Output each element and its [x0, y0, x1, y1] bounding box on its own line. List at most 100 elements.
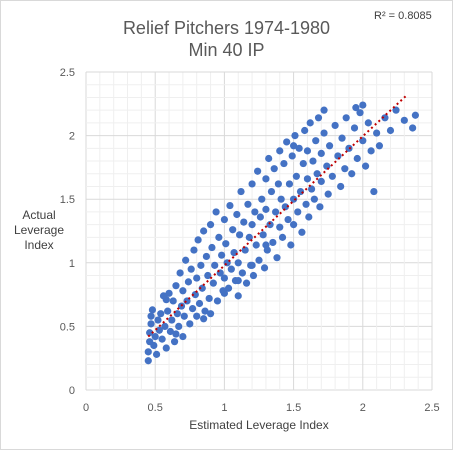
- data-point: [169, 297, 177, 305]
- data-point: [276, 223, 284, 231]
- data-point: [381, 114, 389, 122]
- x-tick-label: 1.5: [286, 402, 301, 414]
- data-point: [244, 200, 252, 208]
- data-point: [184, 278, 193, 286]
- data-point: [375, 142, 384, 150]
- data-point: [288, 152, 296, 160]
- data-point: [233, 210, 241, 219]
- data-point: [158, 335, 166, 343]
- y-tick-label: 1.5: [60, 194, 75, 206]
- data-point: [205, 294, 213, 303]
- data-point: [256, 213, 264, 221]
- data-point: [218, 251, 226, 259]
- y-tick-label: 2.5: [60, 67, 75, 79]
- data-point: [234, 277, 242, 285]
- data-point: [198, 284, 206, 292]
- y-tick-label: 0.5: [60, 321, 75, 333]
- data-point: [202, 252, 211, 261]
- data-point: [195, 299, 204, 308]
- data-point: [249, 271, 258, 280]
- data-point: [367, 147, 375, 155]
- data-point: [164, 307, 172, 315]
- data-point: [229, 226, 237, 234]
- data-point: [352, 104, 360, 112]
- data-point: [168, 316, 176, 324]
- data-point: [277, 195, 285, 203]
- data-point: [302, 200, 310, 208]
- data-point: [361, 162, 370, 170]
- data-point: [176, 269, 184, 277]
- y-axis-label: Actual Leverage Index: [6, 208, 72, 253]
- data-point: [179, 287, 187, 295]
- data-point: [152, 350, 161, 358]
- data-point: [187, 265, 195, 273]
- data-point: [240, 218, 248, 226]
- data-point: [146, 329, 154, 337]
- y-axis-label-line-1: Actual: [22, 208, 56, 222]
- data-point: [258, 195, 266, 203]
- data-point: [227, 265, 235, 273]
- data-point: [337, 182, 345, 191]
- r-squared-annotation: R² = 0.8085: [374, 10, 432, 22]
- data-point: [364, 119, 372, 127]
- y-tick-label: 0: [69, 385, 75, 397]
- data-point: [190, 246, 198, 254]
- data-point: [291, 132, 299, 140]
- data-point: [273, 254, 281, 262]
- data-point: [370, 187, 378, 196]
- trendline: [147, 94, 408, 338]
- data-point: [193, 312, 201, 320]
- data-point: [313, 170, 321, 178]
- data-point: [251, 208, 259, 216]
- data-point: [299, 159, 307, 168]
- data-point: [151, 332, 159, 341]
- data-point: [150, 341, 158, 350]
- data-point: [331, 121, 339, 130]
- data-point: [341, 165, 349, 173]
- x-tick-label: 0.5: [148, 402, 163, 414]
- data-point: [314, 114, 323, 122]
- data-point: [245, 233, 253, 241]
- data-point: [191, 291, 199, 299]
- data-point: [144, 348, 152, 356]
- data-point: [161, 322, 169, 330]
- data-point: [186, 320, 194, 328]
- data-point: [262, 205, 270, 213]
- data-point: [162, 344, 170, 352]
- data-point: [166, 327, 175, 336]
- data-point: [213, 297, 222, 305]
- data-point: [280, 159, 288, 168]
- data-point: [386, 126, 395, 135]
- data-point: [348, 170, 356, 178]
- data-point: [272, 208, 280, 216]
- data-point: [165, 289, 173, 297]
- data-point: [338, 134, 346, 142]
- data-point: [292, 172, 300, 180]
- data-point: [284, 215, 292, 224]
- data-point: [392, 106, 400, 114]
- data-point: [200, 227, 208, 235]
- data-point: [400, 116, 408, 124]
- x-tick-label: 2.5: [424, 402, 439, 414]
- data-point: [155, 326, 163, 334]
- data-point: [307, 185, 316, 193]
- data-point: [259, 231, 267, 239]
- chart-title-line-1: Relief Pitchers 1974-1980: [122, 18, 331, 38]
- y-tick-label: 1: [69, 258, 75, 270]
- data-point: [316, 203, 324, 211]
- data-point: [317, 177, 325, 185]
- data-point: [238, 269, 246, 277]
- data-point: [179, 332, 187, 341]
- data-point: [328, 172, 336, 180]
- data-point: [157, 310, 165, 318]
- x-tick-label: 2: [360, 402, 366, 414]
- data-point: [301, 126, 309, 135]
- data-point: [320, 106, 328, 114]
- data-point: [356, 109, 364, 117]
- data-point: [262, 175, 270, 183]
- data-point: [306, 119, 314, 127]
- x-tick-label: 0: [83, 402, 89, 414]
- data-point: [290, 195, 298, 203]
- data-point: [290, 221, 298, 229]
- data-point: [172, 330, 180, 338]
